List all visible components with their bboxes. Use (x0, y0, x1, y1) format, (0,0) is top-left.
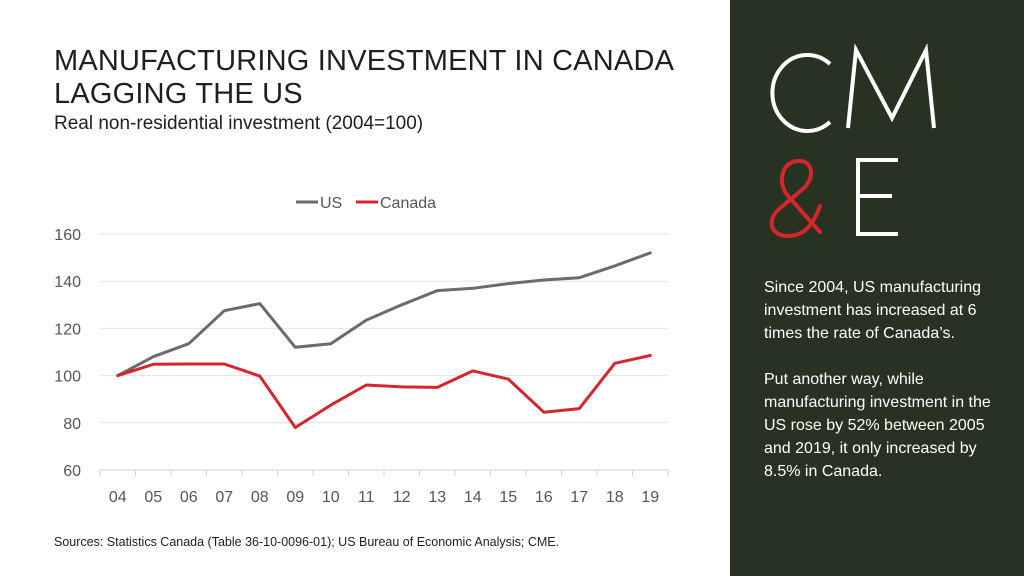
legend-label-canada: Canada (380, 195, 436, 212)
y-tick-label: 60 (63, 463, 81, 480)
x-tick-label: 16 (535, 489, 553, 506)
x-tick-label: 10 (322, 489, 340, 506)
series-line-canada (116, 354, 652, 429)
x-tick-label: 08 (251, 489, 269, 506)
commentary-paragraph-2: Put another way, while manufacturing inv… (764, 371, 991, 480)
x-tick-label: 09 (286, 489, 304, 506)
x-tick-label: 12 (393, 489, 411, 506)
cme-logo (769, 42, 936, 238)
line-chart: 60 80 100 120 140 160 04 05 06 07 08 09 10 11 12 13 14 15… (54, 195, 669, 506)
x-tick-label: 11 (358, 489, 375, 506)
y-tick-label: 80 (63, 416, 81, 433)
sidebar-commentary: Since 2004, US manufacturing investment … (764, 276, 1009, 506)
y-tick-label: 140 (54, 274, 81, 291)
series-line-us (116, 251, 652, 378)
y-tick-label: 100 (54, 369, 81, 386)
x-tick-label: 17 (570, 489, 588, 506)
x-tick-label: 04 (109, 489, 127, 506)
x-tick-label: 19 (641, 489, 659, 506)
chart-subtitle: Real non-residential investment (2004=10… (54, 113, 424, 134)
sidebar-panel: Since 2004, US manufacturing investment … (730, 0, 1024, 576)
x-tick-label: 06 (180, 489, 198, 506)
y-tick-label: 160 (54, 227, 81, 244)
x-tick-label: 15 (499, 489, 517, 506)
x-tick-label: 14 (464, 489, 482, 506)
x-tick-label: 07 (215, 489, 233, 506)
x-tick-label: 18 (606, 489, 624, 506)
chart-title: MANUFACTURING INVESTMENT IN CANADA LAGGI… (54, 45, 673, 110)
y-tick-label: 120 (54, 321, 81, 338)
x-tick-label: 13 (428, 489, 446, 506)
sources-note: Sources: Statistics Canada (Table 36-10-… (54, 535, 560, 549)
legend-label-us: US (320, 195, 342, 212)
x-tick-label: 05 (144, 489, 162, 506)
commentary-paragraph-1: Since 2004, US manufacturing investment … (764, 279, 982, 342)
